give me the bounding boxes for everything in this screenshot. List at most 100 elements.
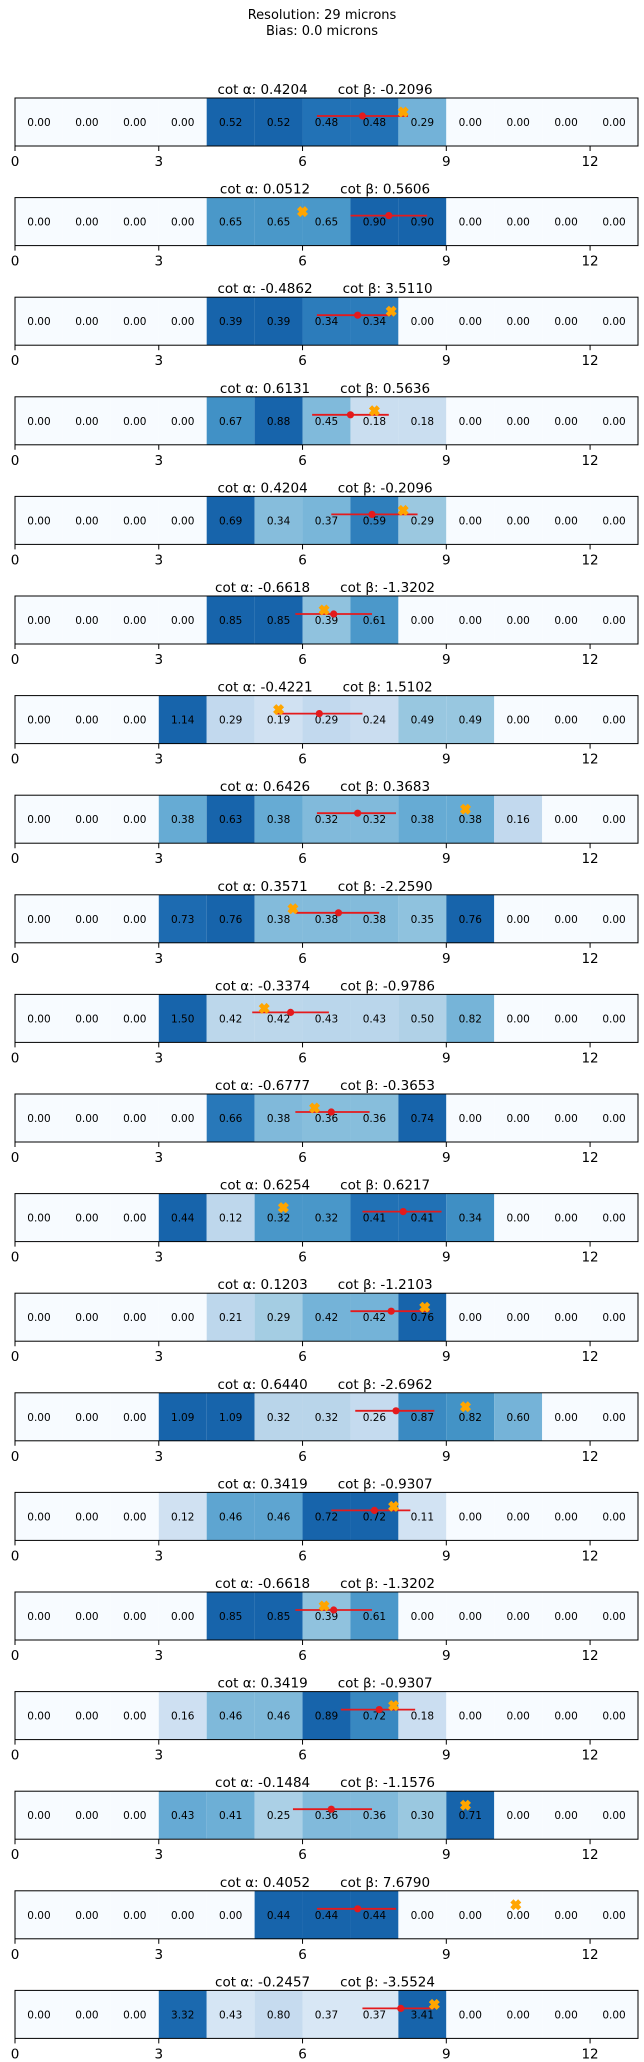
cell-value-label: 0.00 (123, 117, 146, 129)
pixel-cell (158, 1890, 207, 1939)
cell-value-label: 0.00 (554, 715, 577, 727)
x-tick-label: 12 (581, 552, 598, 568)
pixel-cell (446, 98, 495, 146)
pixel-cell (158, 396, 207, 445)
x-tick-label: 0 (11, 752, 20, 768)
pixel-cell (350, 1890, 399, 1939)
cell-value-label: 0.16 (506, 814, 530, 826)
panel-frame (14, 495, 639, 545)
panel-frame (14, 894, 639, 944)
cell-value-label: 0.00 (506, 1312, 529, 1324)
cell-value-label: 0.00 (75, 1412, 98, 1424)
pixel-cell (15, 1890, 63, 1939)
pixel-cell (15, 1791, 63, 1840)
x-tick-label: 12 (581, 652, 598, 668)
cell-value-label: 0.00 (75, 715, 98, 727)
x-tick-label: 3 (154, 2046, 163, 2062)
pixel-cell (302, 98, 351, 146)
pixel-cell (254, 1094, 303, 1142)
figure-title: Resolution: 29 microns (247, 8, 397, 23)
panel: 0.00 0.00 0.00 0.12 0.46 0.46 0.72 0.72 0.11 0.00… (11, 1476, 639, 1564)
pixel-cell (62, 396, 111, 445)
pixel-cell (302, 197, 351, 246)
x-tick-label: 6 (298, 2046, 307, 2062)
panel-title: cot α: -0.3374 cot β: -0.9786 (215, 978, 435, 994)
pixel-cell (110, 98, 159, 146)
pixel-cell (158, 795, 207, 844)
x-tick-label: 6 (298, 353, 307, 369)
true-position-marker (459, 803, 471, 815)
pixel-cell (254, 596, 303, 644)
predicted-position-point (334, 909, 343, 917)
cell-value-label: 0.00 (123, 1511, 146, 1523)
cell-value-label: 0.43 (363, 1013, 386, 1025)
cell-value-label: 0.00 (27, 1611, 50, 1623)
pixel-cell (302, 695, 351, 744)
cell-value-label: 0.36 (363, 1113, 387, 1125)
pixel-cell (110, 396, 159, 445)
cell-value-label: 0.18 (411, 416, 434, 428)
panel: 0.00 0.00 0.00 1.09 1.09 0.32 0.32 0.26 0.87 0.82… (11, 1377, 639, 1465)
cell-value-label: 0.00 (554, 1511, 577, 1523)
cell-value-label: 0.00 (506, 217, 529, 229)
pixel-cell (494, 1691, 543, 1740)
pixel-cell (110, 795, 159, 844)
x-tick-label: 12 (581, 1847, 598, 1863)
cell-value-label: 0.24 (363, 715, 387, 727)
pixel-cell (110, 1392, 159, 1441)
pixel-cell (110, 1193, 159, 1242)
pixel-cell (206, 894, 255, 943)
cell-value-label: 0.36 (315, 1113, 339, 1125)
cell-value-label: 0.44 (363, 1910, 387, 1922)
pixel-cell (542, 1592, 591, 1640)
pixel-cell (446, 1094, 495, 1142)
pixel-cell (398, 1492, 447, 1541)
x-tick-label: 0 (11, 552, 20, 568)
cell-value-label: 0.85 (267, 615, 290, 627)
pixel-cell (206, 994, 255, 1043)
x-tick-label: 0 (11, 353, 20, 369)
cell-value-label: 0.41 (363, 1213, 386, 1225)
pixel-cell (302, 496, 351, 545)
pixel-cell (158, 496, 207, 545)
cell-value-label: 1.50 (171, 1013, 194, 1025)
cell-value-label: 0.00 (27, 1711, 50, 1723)
pixel-cell (590, 894, 638, 943)
x-tick-label: 0 (11, 1150, 20, 1166)
pixel-cell (158, 1592, 207, 1640)
pixel-cell (110, 1890, 159, 1939)
pixel-cell (494, 1193, 543, 1242)
predicted-position-point (375, 1706, 383, 1714)
cell-value-label: 0.00 (123, 1910, 146, 1922)
cell-value-label: 0.89 (315, 1711, 338, 1723)
cell-value-label: 0.39 (315, 615, 338, 627)
cell-value-label: 0.00 (171, 117, 194, 129)
x-tick-label: 12 (581, 353, 598, 369)
cell-value-label: 0.00 (171, 1910, 194, 1922)
pixel-cell (206, 1691, 255, 1740)
pixel-cell (446, 297, 495, 346)
cell-value-label: 0.00 (123, 1810, 146, 1822)
pixel-cell (206, 98, 255, 146)
x-tick-label: 0 (11, 1947, 20, 1963)
pixel-cell (590, 1592, 638, 1640)
pixel-cell (542, 1791, 591, 1840)
x-tick-label: 0 (11, 1349, 20, 1365)
cell-value-label: 0.00 (75, 316, 98, 328)
x-tick-label: 9 (442, 1050, 451, 1066)
panel: 0.00 0.00 0.00 0.38 0.63 0.38 0.32 0.32 0.38 0.38… (11, 779, 639, 867)
x-tick-label: 0 (11, 652, 20, 668)
true-position-marker (273, 704, 285, 716)
panel-frame (14, 1093, 639, 1143)
pixel-cell (542, 98, 591, 146)
cell-value-label: 0.00 (27, 615, 50, 627)
x-tick-label: 12 (581, 752, 598, 768)
cell-value-label: 0.46 (219, 1511, 243, 1523)
cell-value-label: 0.59 (363, 515, 386, 527)
pixel-cell (158, 1492, 207, 1541)
pixel-cell (398, 1592, 447, 1640)
pixel-cell (446, 1392, 495, 1441)
true-position-marker (459, 1401, 471, 1413)
cell-value-label: 0.00 (123, 914, 146, 926)
cell-value-label: 0.00 (27, 1810, 50, 1822)
